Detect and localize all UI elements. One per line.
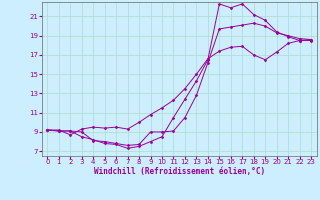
X-axis label: Windchill (Refroidissement éolien,°C): Windchill (Refroidissement éolien,°C)	[94, 167, 265, 176]
